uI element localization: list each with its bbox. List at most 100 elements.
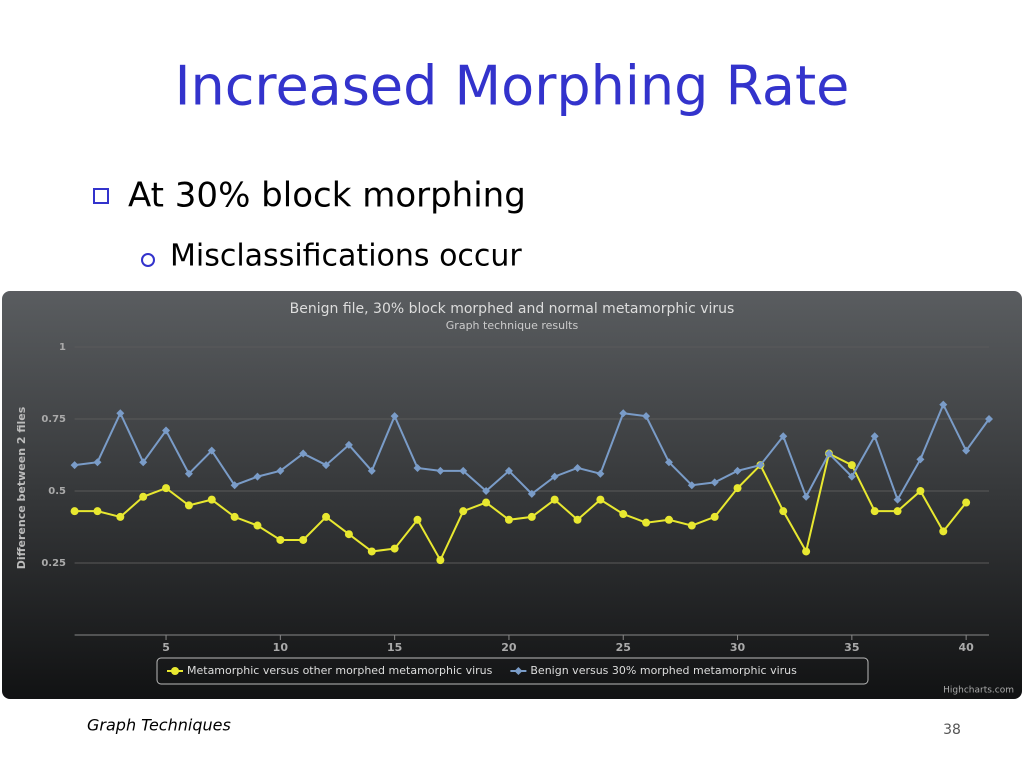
point xyxy=(70,461,79,470)
point xyxy=(962,498,971,507)
point xyxy=(893,495,902,504)
point xyxy=(482,487,491,495)
point xyxy=(367,547,376,556)
point xyxy=(802,547,811,556)
x-tick-label: 30 xyxy=(730,641,746,654)
page-number: 38 xyxy=(943,722,961,738)
point xyxy=(710,512,719,521)
legend-marker xyxy=(514,667,523,675)
point xyxy=(299,449,308,458)
credits: Highcharts.com xyxy=(943,686,1014,696)
chart-background xyxy=(2,291,1022,699)
point xyxy=(390,412,399,421)
y-axis-title: Difference between 2 files xyxy=(15,406,28,569)
point xyxy=(664,458,673,467)
x-tick-label: 25 xyxy=(616,641,631,654)
bullet-square xyxy=(93,188,109,204)
point xyxy=(459,466,468,475)
chart-subtitle: Graph technique results xyxy=(446,319,579,332)
point xyxy=(596,469,605,478)
point xyxy=(619,510,628,519)
point xyxy=(253,521,262,530)
sub-bullet-text: Misclassifications occur xyxy=(170,239,522,274)
x-tick-label: 20 xyxy=(501,641,517,654)
bullet-text: At 30% block morphing xyxy=(128,176,526,216)
point xyxy=(390,544,399,553)
point xyxy=(276,535,285,544)
point xyxy=(802,492,811,501)
footer: Graph Techniques xyxy=(87,716,231,735)
x-tick-label: 10 xyxy=(273,641,289,654)
point xyxy=(116,512,125,521)
point xyxy=(619,409,628,418)
point xyxy=(162,484,171,493)
point xyxy=(93,507,102,516)
point xyxy=(436,556,445,565)
point xyxy=(344,440,353,449)
point xyxy=(322,512,331,521)
point xyxy=(985,415,993,423)
point xyxy=(230,481,239,490)
legend-box xyxy=(156,657,869,685)
point xyxy=(779,432,788,441)
point xyxy=(184,501,193,510)
x-tick-label: 35 xyxy=(844,641,859,654)
point xyxy=(710,478,719,487)
point xyxy=(573,463,582,472)
point xyxy=(939,527,948,536)
point xyxy=(870,432,879,441)
point xyxy=(733,484,742,493)
point xyxy=(299,535,308,544)
y-tick-label: 0.5 xyxy=(48,486,66,497)
point xyxy=(733,466,742,475)
y-tick-label: 1 xyxy=(59,342,66,353)
legend-label: Metamorphic versus other morphed metamor… xyxy=(187,664,493,677)
point xyxy=(367,466,376,475)
y-tick-label: 0.75 xyxy=(41,414,66,425)
point xyxy=(413,463,422,472)
slide-title: Increased Morphing Rate xyxy=(175,55,850,118)
point xyxy=(916,455,925,464)
chart-title: Benign file, 30% block morphed and norma… xyxy=(290,301,735,317)
point xyxy=(893,507,902,516)
point xyxy=(207,495,216,504)
point xyxy=(116,409,125,418)
point xyxy=(550,472,559,481)
point xyxy=(436,466,445,475)
series-line xyxy=(74,452,967,563)
point xyxy=(687,481,696,490)
point xyxy=(230,512,239,521)
bullet-circle xyxy=(141,253,155,267)
point xyxy=(756,461,765,470)
point xyxy=(459,507,468,516)
point xyxy=(939,400,948,409)
y-tick-label: 0.25 xyxy=(41,558,66,569)
x-tick-label: 15 xyxy=(387,641,402,654)
point xyxy=(93,458,102,467)
point xyxy=(162,426,171,435)
point xyxy=(504,515,513,524)
point xyxy=(527,489,536,498)
point xyxy=(482,498,491,507)
point xyxy=(207,446,216,455)
point xyxy=(870,507,879,516)
point xyxy=(664,515,673,524)
point xyxy=(573,515,582,524)
point xyxy=(184,469,193,478)
x-tick-label: 40 xyxy=(958,641,974,654)
legend-marker xyxy=(171,667,179,675)
point xyxy=(596,495,605,504)
point xyxy=(642,412,651,421)
point xyxy=(847,472,856,481)
legend-label: Benign versus 30% morphed metamorphic vi… xyxy=(530,664,797,677)
point xyxy=(527,512,536,521)
point xyxy=(253,472,262,481)
chart: Benign file, 30% block morphed and norma… xyxy=(15,301,1014,696)
point xyxy=(322,461,331,470)
point xyxy=(70,507,79,516)
point xyxy=(413,515,422,524)
point xyxy=(276,466,285,475)
x-tick-label: 5 xyxy=(162,641,170,654)
point xyxy=(139,458,148,467)
